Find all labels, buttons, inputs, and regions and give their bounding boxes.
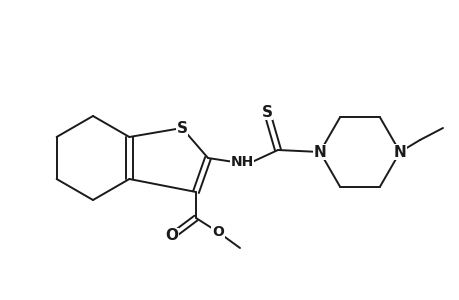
Text: O: O — [212, 225, 224, 239]
Text: NH: NH — [230, 155, 253, 169]
Text: O: O — [165, 229, 178, 244]
Text: S: S — [176, 121, 187, 136]
Text: S: S — [261, 104, 272, 119]
Text: N: N — [313, 145, 326, 160]
Text: N: N — [393, 145, 405, 160]
